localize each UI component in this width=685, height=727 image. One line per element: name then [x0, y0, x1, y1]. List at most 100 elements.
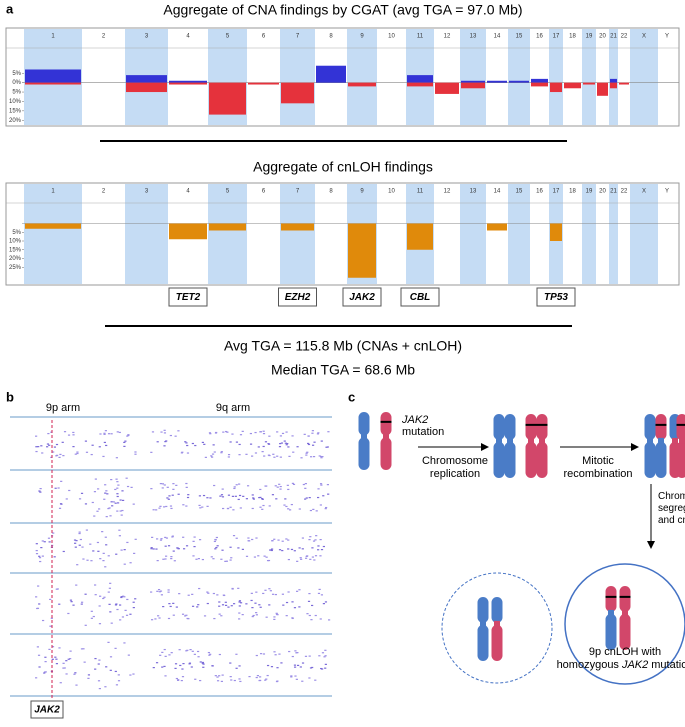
snp-dot — [177, 680, 179, 681]
snp-dot — [242, 496, 244, 497]
snp-dot — [86, 560, 88, 561]
snp-dot — [239, 600, 241, 601]
snp-dot — [164, 558, 166, 559]
snp-dot — [156, 591, 158, 592]
snp-dot — [238, 483, 240, 484]
snp-dot — [118, 680, 120, 681]
y-tick-label: 25% — [9, 265, 22, 271]
snp-dot — [311, 433, 313, 434]
snp-dot — [262, 451, 264, 452]
snp-dot — [82, 558, 84, 559]
snp-dot — [162, 559, 164, 560]
category-label: 15 — [516, 34, 523, 40]
snp-dot — [95, 478, 97, 479]
snp-dot — [105, 445, 107, 446]
snp-dot — [264, 485, 266, 486]
snp-dot — [286, 602, 288, 603]
snp-dot — [82, 648, 84, 649]
snp-dot — [247, 537, 249, 538]
snp-dot — [230, 559, 232, 560]
snp-dot — [91, 454, 93, 455]
snp-dot — [229, 507, 231, 508]
snp-dot — [218, 606, 220, 607]
snp-dot — [75, 585, 77, 586]
snp-dot — [114, 648, 116, 649]
snp-dot — [103, 433, 105, 434]
snp-dot — [93, 515, 95, 516]
snp-dot — [175, 663, 177, 664]
snp-dot — [54, 657, 56, 658]
snp-dot — [39, 557, 41, 558]
snp-dot — [228, 456, 230, 457]
snp-dot — [102, 560, 104, 561]
snp-dot — [321, 594, 323, 595]
snp-dot — [155, 509, 157, 510]
snp-dot — [305, 455, 307, 456]
snp-dot — [88, 674, 90, 675]
snp-dot — [105, 490, 107, 491]
snp-dot — [302, 537, 304, 538]
snp-dot — [202, 667, 204, 668]
snp-dot — [197, 651, 199, 652]
snp-dot — [294, 550, 296, 551]
snp-dot — [282, 541, 284, 542]
y-tick-label: 10% — [9, 99, 22, 105]
bar — [25, 83, 81, 85]
snp-dot — [102, 456, 104, 457]
bar — [281, 224, 314, 231]
snp-dot — [247, 485, 249, 486]
bar — [348, 224, 376, 278]
snp-dot — [157, 441, 159, 442]
snp-dot — [291, 601, 293, 602]
snp-dot — [106, 516, 108, 517]
snp-dot — [210, 455, 212, 456]
bar — [25, 69, 81, 82]
snp-dot — [35, 451, 37, 452]
snp-dot — [239, 444, 241, 445]
snp-dot — [212, 558, 214, 559]
snp-dot — [98, 680, 100, 681]
snp-dot — [317, 497, 319, 498]
snp-dot — [42, 620, 44, 621]
snp-dot — [118, 674, 120, 675]
chromatid-arm — [359, 412, 370, 435]
snp-dot — [263, 455, 265, 456]
category-label: 18 — [569, 34, 576, 40]
chromatid-arm — [526, 442, 537, 478]
snp-dot — [115, 503, 117, 504]
snp-dot — [256, 655, 258, 656]
snp-dot — [238, 499, 240, 500]
snp-dot — [259, 489, 261, 490]
snp-dot — [320, 457, 322, 458]
band — [582, 29, 596, 125]
snp-dot — [41, 452, 43, 453]
band — [280, 184, 315, 284]
snp-dot — [309, 497, 311, 498]
category-label: 16 — [536, 189, 543, 195]
snp-dot — [160, 538, 162, 539]
snp-dot — [85, 441, 87, 442]
centromere — [539, 438, 545, 444]
snp-dot — [104, 484, 106, 485]
snp-dot — [239, 605, 241, 606]
snp-dot — [117, 502, 119, 503]
snp-dot — [116, 481, 118, 482]
snp-dot — [197, 604, 199, 605]
snp-dot — [49, 626, 51, 627]
snp-dot — [236, 668, 238, 669]
snp-dot — [262, 505, 264, 506]
snp-dot — [57, 487, 59, 488]
snp-dot — [240, 434, 242, 435]
snp-dot — [40, 488, 42, 489]
bar — [597, 83, 608, 96]
snp-dot — [319, 555, 321, 556]
snp-dot — [202, 663, 204, 664]
snp-dot — [309, 656, 311, 657]
bar — [25, 224, 81, 229]
snp-dot — [281, 550, 283, 551]
snp-dot — [185, 442, 187, 443]
snp-dot — [328, 619, 330, 620]
snp-dot — [237, 547, 239, 548]
chart-title: Aggregate of cnLOH findings — [253, 159, 433, 175]
snp-dot — [173, 551, 175, 552]
